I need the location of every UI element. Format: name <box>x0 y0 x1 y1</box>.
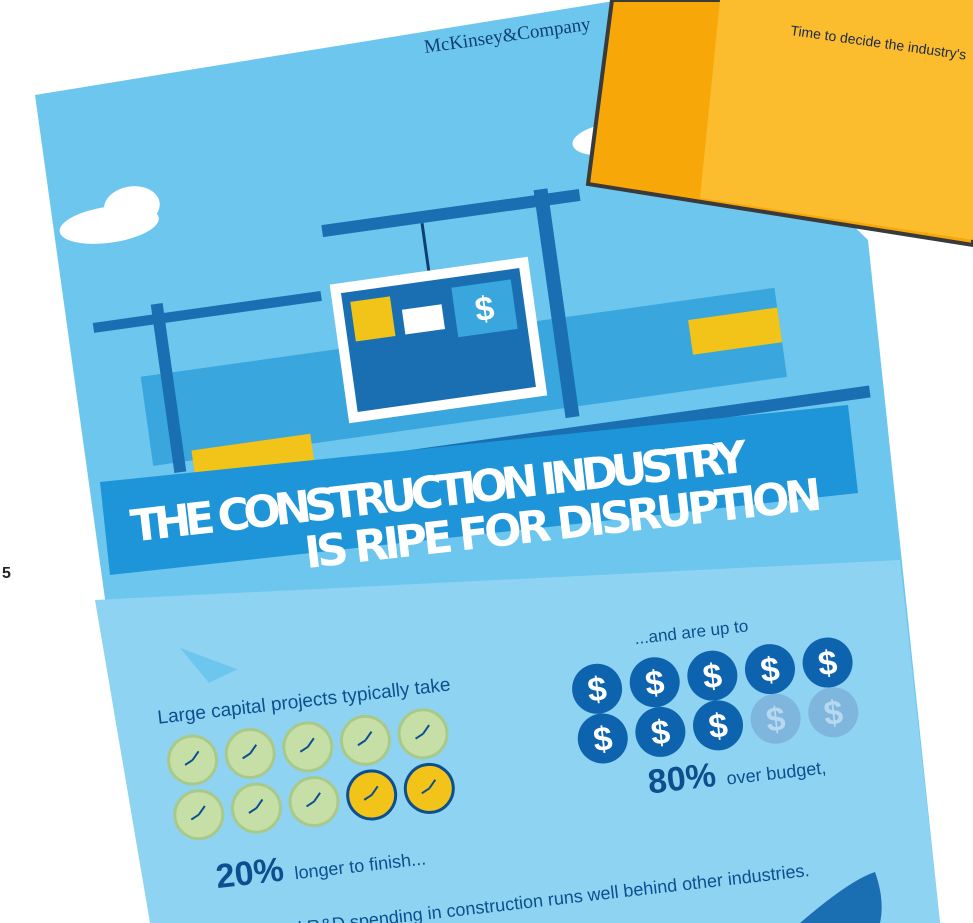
photo: 5 $ THE CONSTRUCTION INDUSTRY IS RIPE FO… <box>0 0 973 923</box>
edge-fragment: 5 <box>2 565 11 582</box>
screen-tile <box>350 296 395 341</box>
stat-number: 80% <box>646 756 718 801</box>
stat-number: 20% <box>214 851 286 896</box>
